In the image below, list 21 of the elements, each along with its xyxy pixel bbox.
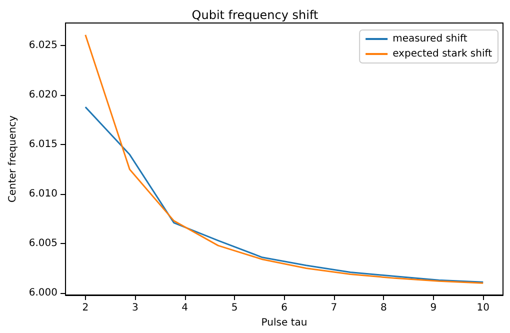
x-tick-label: 7 <box>330 302 338 314</box>
y-tick-label: 6.020 <box>28 90 58 101</box>
chart-title: Qubit frequency shift <box>192 8 319 22</box>
x-tick-label: 5 <box>231 302 238 314</box>
legend-label: measured shift <box>392 34 468 44</box>
x-tick-label: 4 <box>182 302 188 314</box>
y-tick-label: 6.010 <box>28 188 58 200</box>
x-tick-label: 9 <box>430 302 437 314</box>
legend-label: expected stark shift <box>392 48 492 60</box>
y-axis-title: Center frequency <box>8 115 18 202</box>
x-tick-label: 10 <box>476 302 490 314</box>
y-tick-label: 6.000 <box>28 288 58 299</box>
x-axis-title: Pulse tau <box>261 317 308 328</box>
line-series <box>84 106 484 283</box>
y-tick-label: 6.005 <box>28 238 58 250</box>
x-tick-label: 8 <box>380 302 387 314</box>
x-tick-label: 3 <box>132 302 138 314</box>
y-tick-label: 6.015 <box>28 139 58 150</box>
y-tick-label: 6.025 <box>28 40 58 52</box>
x-tick-label: 6 <box>281 302 288 314</box>
x-tick-label: 2 <box>82 302 89 314</box>
